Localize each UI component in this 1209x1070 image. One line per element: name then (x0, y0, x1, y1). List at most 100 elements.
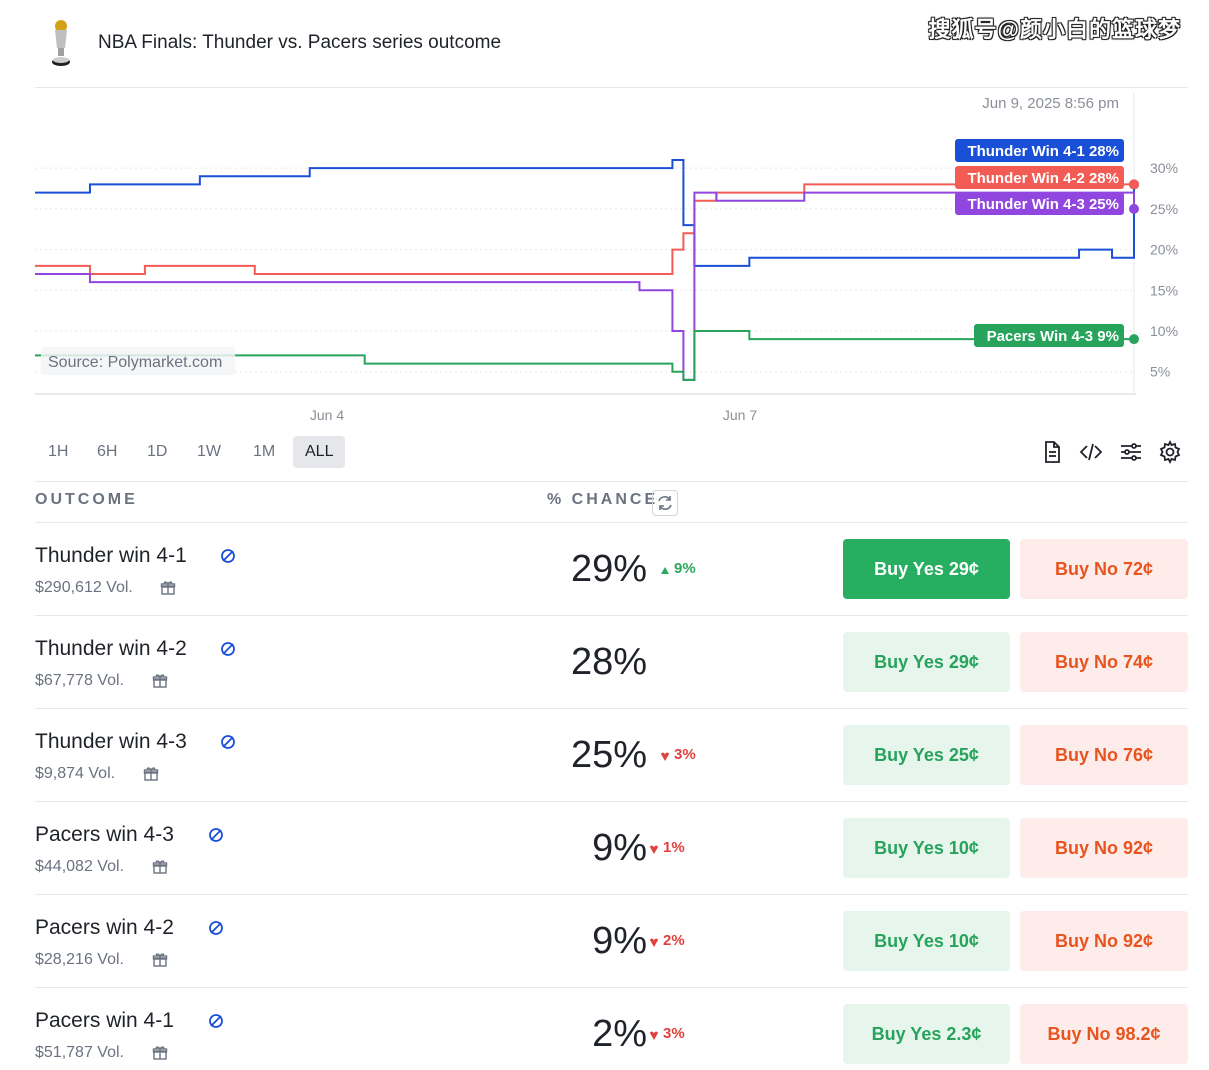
chart-source: Source: Polymarket.com (48, 354, 222, 371)
trend-up-icon (660, 563, 670, 581)
outcome-chance: 9% (592, 920, 647, 962)
gift-icon[interactable] (143, 766, 159, 782)
timeline-divider (35, 481, 1188, 482)
timeline-btn-1m[interactable]: 1M (253, 443, 276, 460)
watermark: 搜狐号@颜小白的篮球梦 (928, 17, 1181, 42)
header-divider (35, 87, 1188, 88)
y-tick-label: 5% (1150, 364, 1170, 380)
trend-down-icon (649, 1028, 659, 1046)
outcome-chance: 25% (570, 734, 647, 776)
buy-no-button[interactable]: Buy No 92¢ (1020, 911, 1188, 971)
verified-icon (207, 1012, 225, 1030)
sliders-icon[interactable] (1119, 440, 1143, 464)
timeline-btn-6h[interactable]: 6H (97, 443, 118, 460)
chance-delta: 3% (674, 746, 696, 763)
outcome-volume: $51,787 Vol. (35, 1044, 124, 1061)
outcome-volume: $44,082 Vol. (35, 858, 124, 875)
gift-icon[interactable] (160, 580, 176, 596)
buy-yes-button[interactable]: Buy Yes 10¢ (843, 818, 1010, 878)
verified-icon (207, 826, 225, 844)
y-tick-label: 20% (1150, 242, 1178, 258)
trend-down-icon (660, 749, 670, 767)
page-title: NBA Finals: Thunder vs. Pacers series ou… (98, 32, 502, 53)
refresh-icon[interactable] (652, 490, 678, 516)
verified-icon (207, 919, 225, 937)
outcome-chance: 9% (592, 827, 647, 869)
buy-yes-button[interactable]: Buy Yes 29¢ (843, 539, 1010, 599)
buy-no-button[interactable]: Buy No 98.2¢ (1020, 1004, 1188, 1064)
outcome-volume: $67,778 Vol. (35, 672, 124, 689)
column-header-chance: % CHANCE (547, 491, 659, 508)
buy-no-button[interactable]: Buy No 76¢ (1020, 725, 1188, 785)
gift-icon[interactable] (152, 673, 168, 689)
gift-icon[interactable] (152, 952, 168, 968)
buy-yes-button[interactable]: Buy Yes 25¢ (843, 725, 1010, 785)
y-tick-label: 25% (1150, 201, 1178, 217)
buy-no-button[interactable]: Buy No 72¢ (1020, 539, 1188, 599)
gift-icon[interactable] (152, 1045, 168, 1061)
verified-icon (219, 547, 237, 565)
row-divider (35, 801, 1188, 802)
series-tag-bg (955, 166, 1124, 189)
series-line-3[interactable] (35, 330, 1134, 381)
buy-no-button[interactable]: Buy No 92¢ (1020, 818, 1188, 878)
series-tag-bg (974, 324, 1124, 347)
series-tag-label: Thunder Win 4-2 28% (967, 170, 1119, 187)
trophy-icon (46, 18, 76, 70)
outcome-name[interactable]: Pacers win 4-1 (35, 1009, 174, 1032)
document-icon[interactable] (1040, 440, 1064, 464)
series-tag-label: Thunder Win 4-3 25% (967, 196, 1119, 213)
buy-yes-button[interactable]: Buy Yes 29¢ (843, 632, 1010, 692)
table-header-divider (35, 522, 1188, 523)
series-end-dot (1129, 179, 1139, 190)
series-line-2[interactable] (35, 191, 1135, 381)
outcome-volume: $290,612 Vol. (35, 579, 133, 596)
outcome-name[interactable]: Thunder win 4-2 (35, 637, 187, 660)
x-tick-label: Jun 4 (310, 407, 344, 423)
settings-gear-icon[interactable] (1158, 439, 1182, 465)
timeline-btn-all[interactable]: ALL (293, 436, 346, 468)
y-tick-label: 10% (1150, 323, 1178, 339)
buy-yes-button[interactable]: Buy Yes 10¢ (843, 911, 1010, 971)
series-end-dot (1129, 203, 1139, 214)
chance-delta: 9% (674, 560, 696, 577)
outcome-name[interactable]: Thunder win 4-3 (35, 730, 187, 753)
embed-code-icon[interactable] (1079, 440, 1103, 464)
buy-yes-button[interactable]: Buy Yes 2.3¢ (843, 1004, 1010, 1064)
x-tick-label: Jun 7 (723, 407, 757, 423)
timeline-btn-1h[interactable]: 1H (48, 443, 69, 460)
series-line-1[interactable] (35, 183, 1134, 275)
gift-icon[interactable] (152, 859, 168, 875)
y-tick-label: 15% (1150, 282, 1178, 298)
outcome-volume: $9,874 Vol. (35, 765, 116, 782)
row-divider (35, 987, 1188, 988)
row-divider (35, 615, 1188, 616)
chance-delta: 1% (663, 839, 685, 856)
verified-icon (219, 640, 237, 658)
outcome-chance: 2% (592, 1013, 647, 1055)
row-divider (35, 894, 1188, 895)
outcome-name[interactable]: Pacers win 4-3 (35, 823, 174, 846)
buy-no-button[interactable]: Buy No 74¢ (1020, 632, 1188, 692)
outcome-name[interactable]: Thunder win 4-1 (35, 544, 187, 567)
series-tag-bg (955, 192, 1124, 215)
series-end-dot (1129, 334, 1139, 345)
row-divider (35, 708, 1188, 709)
verified-icon (219, 733, 237, 751)
price-chart[interactable]: 30% 25% 20% 15% 10% 5% Jun 4 Jun 7 Thunder Win… (0, 88, 1209, 428)
outcome-chance: 28% (570, 641, 647, 683)
timeline-btn-1d[interactable]: 1D (147, 443, 168, 460)
outcome-name[interactable]: Pacers win 4-2 (35, 916, 174, 939)
column-header-outcome: OUTCOME (35, 491, 138, 508)
series-tag-bg (955, 139, 1124, 162)
chance-delta: 2% (663, 932, 685, 949)
outcome-chance: 29% (570, 548, 647, 590)
timeline-btn-1w[interactable]: 1W (197, 443, 221, 460)
trend-down-icon (649, 935, 659, 953)
series-tag-label: Thunder Win 4-1 28% (967, 143, 1119, 160)
outcome-volume: $28,216 Vol. (35, 951, 124, 968)
series-tag-label: Pacers Win 4-3 9% (987, 328, 1119, 345)
series-line-0[interactable] (35, 159, 1135, 267)
chance-delta: 3% (663, 1025, 685, 1042)
source-badge-bg (41, 347, 235, 375)
